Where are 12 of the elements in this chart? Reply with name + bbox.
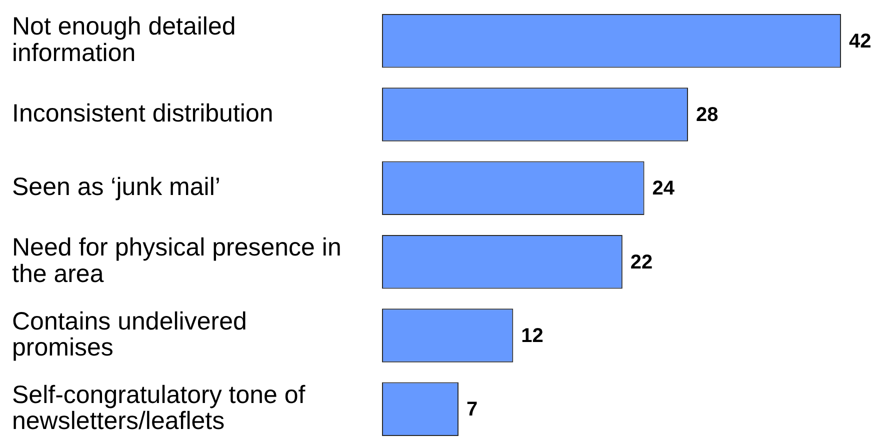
data-label: 22 [630,251,653,274]
y-tick-label: Not enough detailed information [12,12,236,67]
data-label: 24 [652,178,676,200]
y-tick-label: Self-congratulatory tone of newsletters/leaflets [12,380,306,436]
y-tick-label: Need for physical presence in the area [12,234,342,288]
data-label: 42 [849,30,872,52]
data-label: 7 [466,398,478,421]
y-tick-label: Seen as ‘junk mail’ [12,173,220,202]
data-label: 28 [696,104,718,126]
y-tick-label: Contains undelivered promises [12,307,247,362]
y-tick-label: Inconsistent distribution [12,99,274,128]
data-label: 12 [521,325,544,348]
